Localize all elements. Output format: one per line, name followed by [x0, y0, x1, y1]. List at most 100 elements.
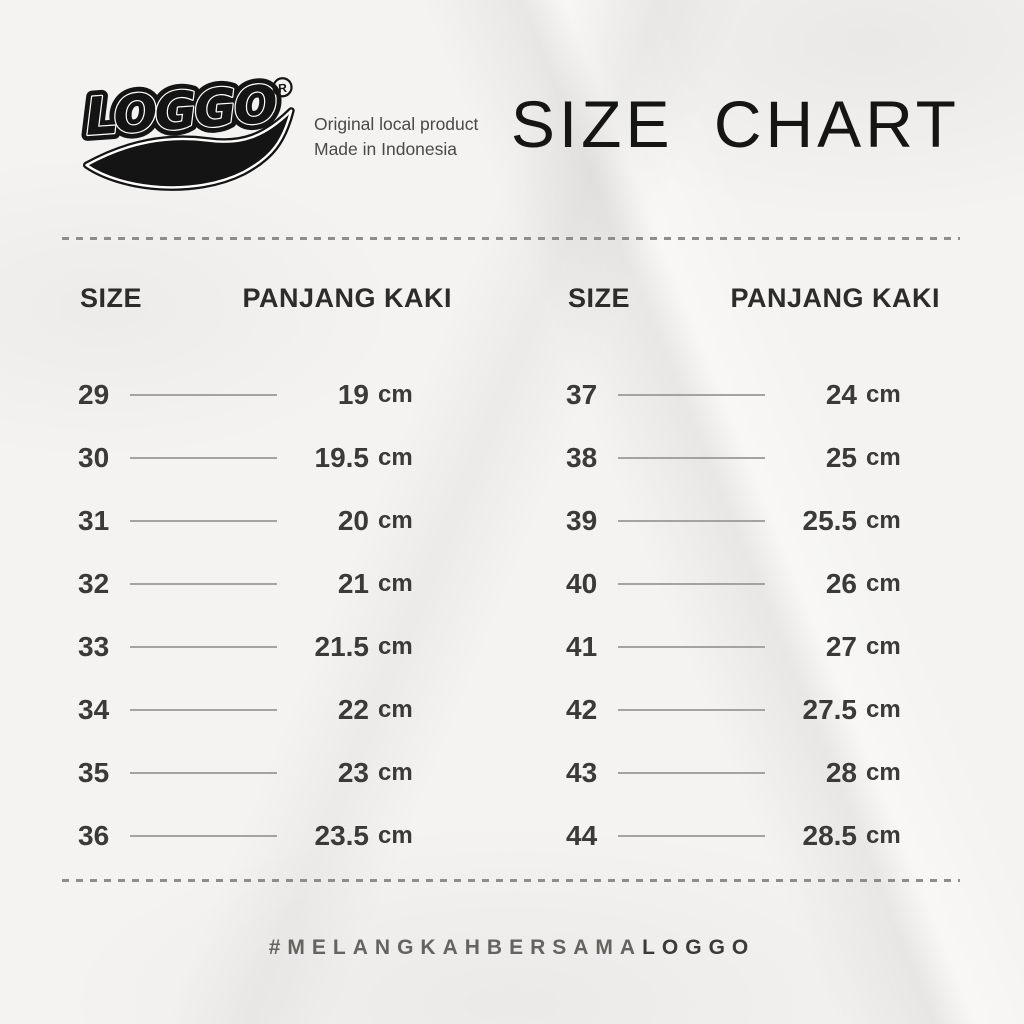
size-row: 29 19 cm: [78, 363, 454, 426]
length-column-header: PANJANG KAKI: [730, 283, 940, 313]
table-headers-right: SIZE PANJANG KAKI: [566, 283, 942, 317]
length-value: 23: [337, 756, 369, 788]
length-value: 21: [337, 567, 369, 599]
size-row: 41 27 cm: [566, 615, 942, 678]
length-unit: cm: [866, 758, 901, 786]
length-unit: cm: [866, 443, 901, 471]
size-value: 42: [566, 693, 598, 725]
length-value: 22: [337, 693, 369, 725]
size-value: 33: [78, 630, 110, 662]
size-value: 35: [78, 756, 110, 788]
size-column-header: SIZE: [80, 283, 143, 313]
size-value: 40: [566, 567, 598, 599]
length-value: 20: [337, 504, 369, 536]
row-line: [618, 456, 765, 459]
size-value: 30: [78, 441, 110, 473]
row-line: [618, 771, 765, 774]
tagline-line-1: Original local product: [314, 114, 479, 134]
length-unit: cm: [378, 380, 413, 408]
row-line: [130, 519, 277, 522]
row-line: [618, 645, 765, 648]
page-title: SIZE CHART: [510, 87, 960, 161]
size-row: 37 24 cm: [566, 363, 942, 426]
row-line: [130, 393, 277, 396]
brand-tagline: Original local product Made in Indonesia: [314, 112, 478, 162]
length-value: 21.5: [314, 630, 370, 662]
size-row: 31 20 cm: [78, 489, 454, 552]
registered-trademark-icon: R: [272, 77, 293, 98]
row-line: [130, 456, 277, 459]
length-unit: cm: [866, 569, 901, 597]
size-row: 39 25.5 cm: [566, 489, 942, 552]
svg-text:R: R: [278, 81, 288, 96]
size-row: 35 23 cm: [78, 741, 454, 804]
row-line: [130, 834, 277, 837]
length-column-header: PANJANG KAKI: [242, 283, 452, 313]
hashtag-footer: #MELANGKAHBERSAMALOGGO: [0, 936, 1024, 960]
table-rows-left: 29 19 cm 30 19.5 cm 31 20 cm 32 21 cm 33…: [78, 363, 454, 867]
size-row: 42 27.5 cm: [566, 678, 942, 741]
length-value: 19: [337, 378, 369, 410]
size-table-right: SIZE PANJANG KAKI 37 24 cm 38 25 cm 39 2…: [566, 283, 942, 867]
size-row: 40 26 cm: [566, 552, 942, 615]
bottom-dashed-divider: [62, 879, 960, 882]
swoosh-icon: [82, 107, 295, 191]
size-row: 38 25 cm: [566, 426, 942, 489]
hashtag-text: #MELANGKAHBERSAMA: [268, 936, 643, 959]
length-value: 24: [825, 378, 857, 410]
loggo-wordmark: LOGGO LOGGO: [77, 69, 285, 154]
length-value: 19.5: [314, 441, 370, 473]
length-unit: cm: [378, 632, 413, 660]
row-line: [618, 519, 765, 522]
table-rows-right: 37 24 cm 38 25 cm 39 25.5 cm 40 26 cm 41…: [566, 363, 942, 867]
size-value: 43: [566, 756, 598, 788]
size-value: 38: [566, 441, 598, 473]
size-row: 34 22 cm: [78, 678, 454, 741]
length-value: 27.5: [802, 693, 858, 725]
length-unit: cm: [866, 380, 901, 408]
size-value: 32: [78, 567, 110, 599]
row-line: [618, 708, 765, 711]
size-row: 43 28 cm: [566, 741, 942, 804]
length-unit: cm: [866, 632, 901, 660]
length-value: 28.5: [802, 819, 858, 851]
length-value: 23.5: [314, 819, 370, 851]
size-row: 36 23.5 cm: [78, 804, 454, 867]
length-unit: cm: [378, 758, 413, 786]
length-value: 25.5: [802, 504, 858, 536]
loggo-logo: LOGGO LOGGO R: [72, 66, 307, 203]
size-value: 29: [78, 378, 110, 410]
size-value: 37: [566, 378, 598, 410]
length-unit: cm: [378, 821, 413, 849]
size-table-left: SIZE PANJANG KAKI 29 19 cm 30 19.5 cm 31…: [78, 283, 454, 867]
size-column-header: SIZE: [568, 283, 631, 313]
size-value: 36: [78, 819, 110, 851]
length-value: 27: [825, 630, 857, 662]
length-unit: cm: [378, 506, 413, 534]
size-value: 44: [566, 819, 598, 851]
row-line: [130, 645, 277, 648]
tagline-line-2: Made in Indonesia: [314, 138, 458, 159]
top-dashed-divider: [62, 237, 960, 240]
row-line: [130, 708, 277, 711]
loggo-logo-graphic: LOGGO LOGGO R: [77, 69, 295, 191]
hashtag-brand-text: LOGGO: [642, 936, 756, 959]
length-unit: cm: [378, 443, 413, 471]
row-line: [130, 771, 277, 774]
size-value: 34: [78, 693, 110, 725]
row-line: [618, 834, 765, 837]
size-value: 39: [566, 504, 598, 536]
size-row: 44 28.5 cm: [566, 804, 942, 867]
size-value: 41: [566, 630, 598, 662]
row-line: [618, 582, 765, 585]
size-row: 30 19.5 cm: [78, 426, 454, 489]
length-unit: cm: [866, 506, 901, 534]
length-value: 25: [825, 441, 857, 473]
row-line: [130, 582, 277, 585]
table-headers-left: SIZE PANJANG KAKI: [78, 283, 454, 317]
length-value: 26: [825, 567, 857, 599]
length-unit: cm: [866, 695, 901, 723]
length-value: 28: [825, 756, 857, 788]
length-unit: cm: [866, 821, 901, 849]
